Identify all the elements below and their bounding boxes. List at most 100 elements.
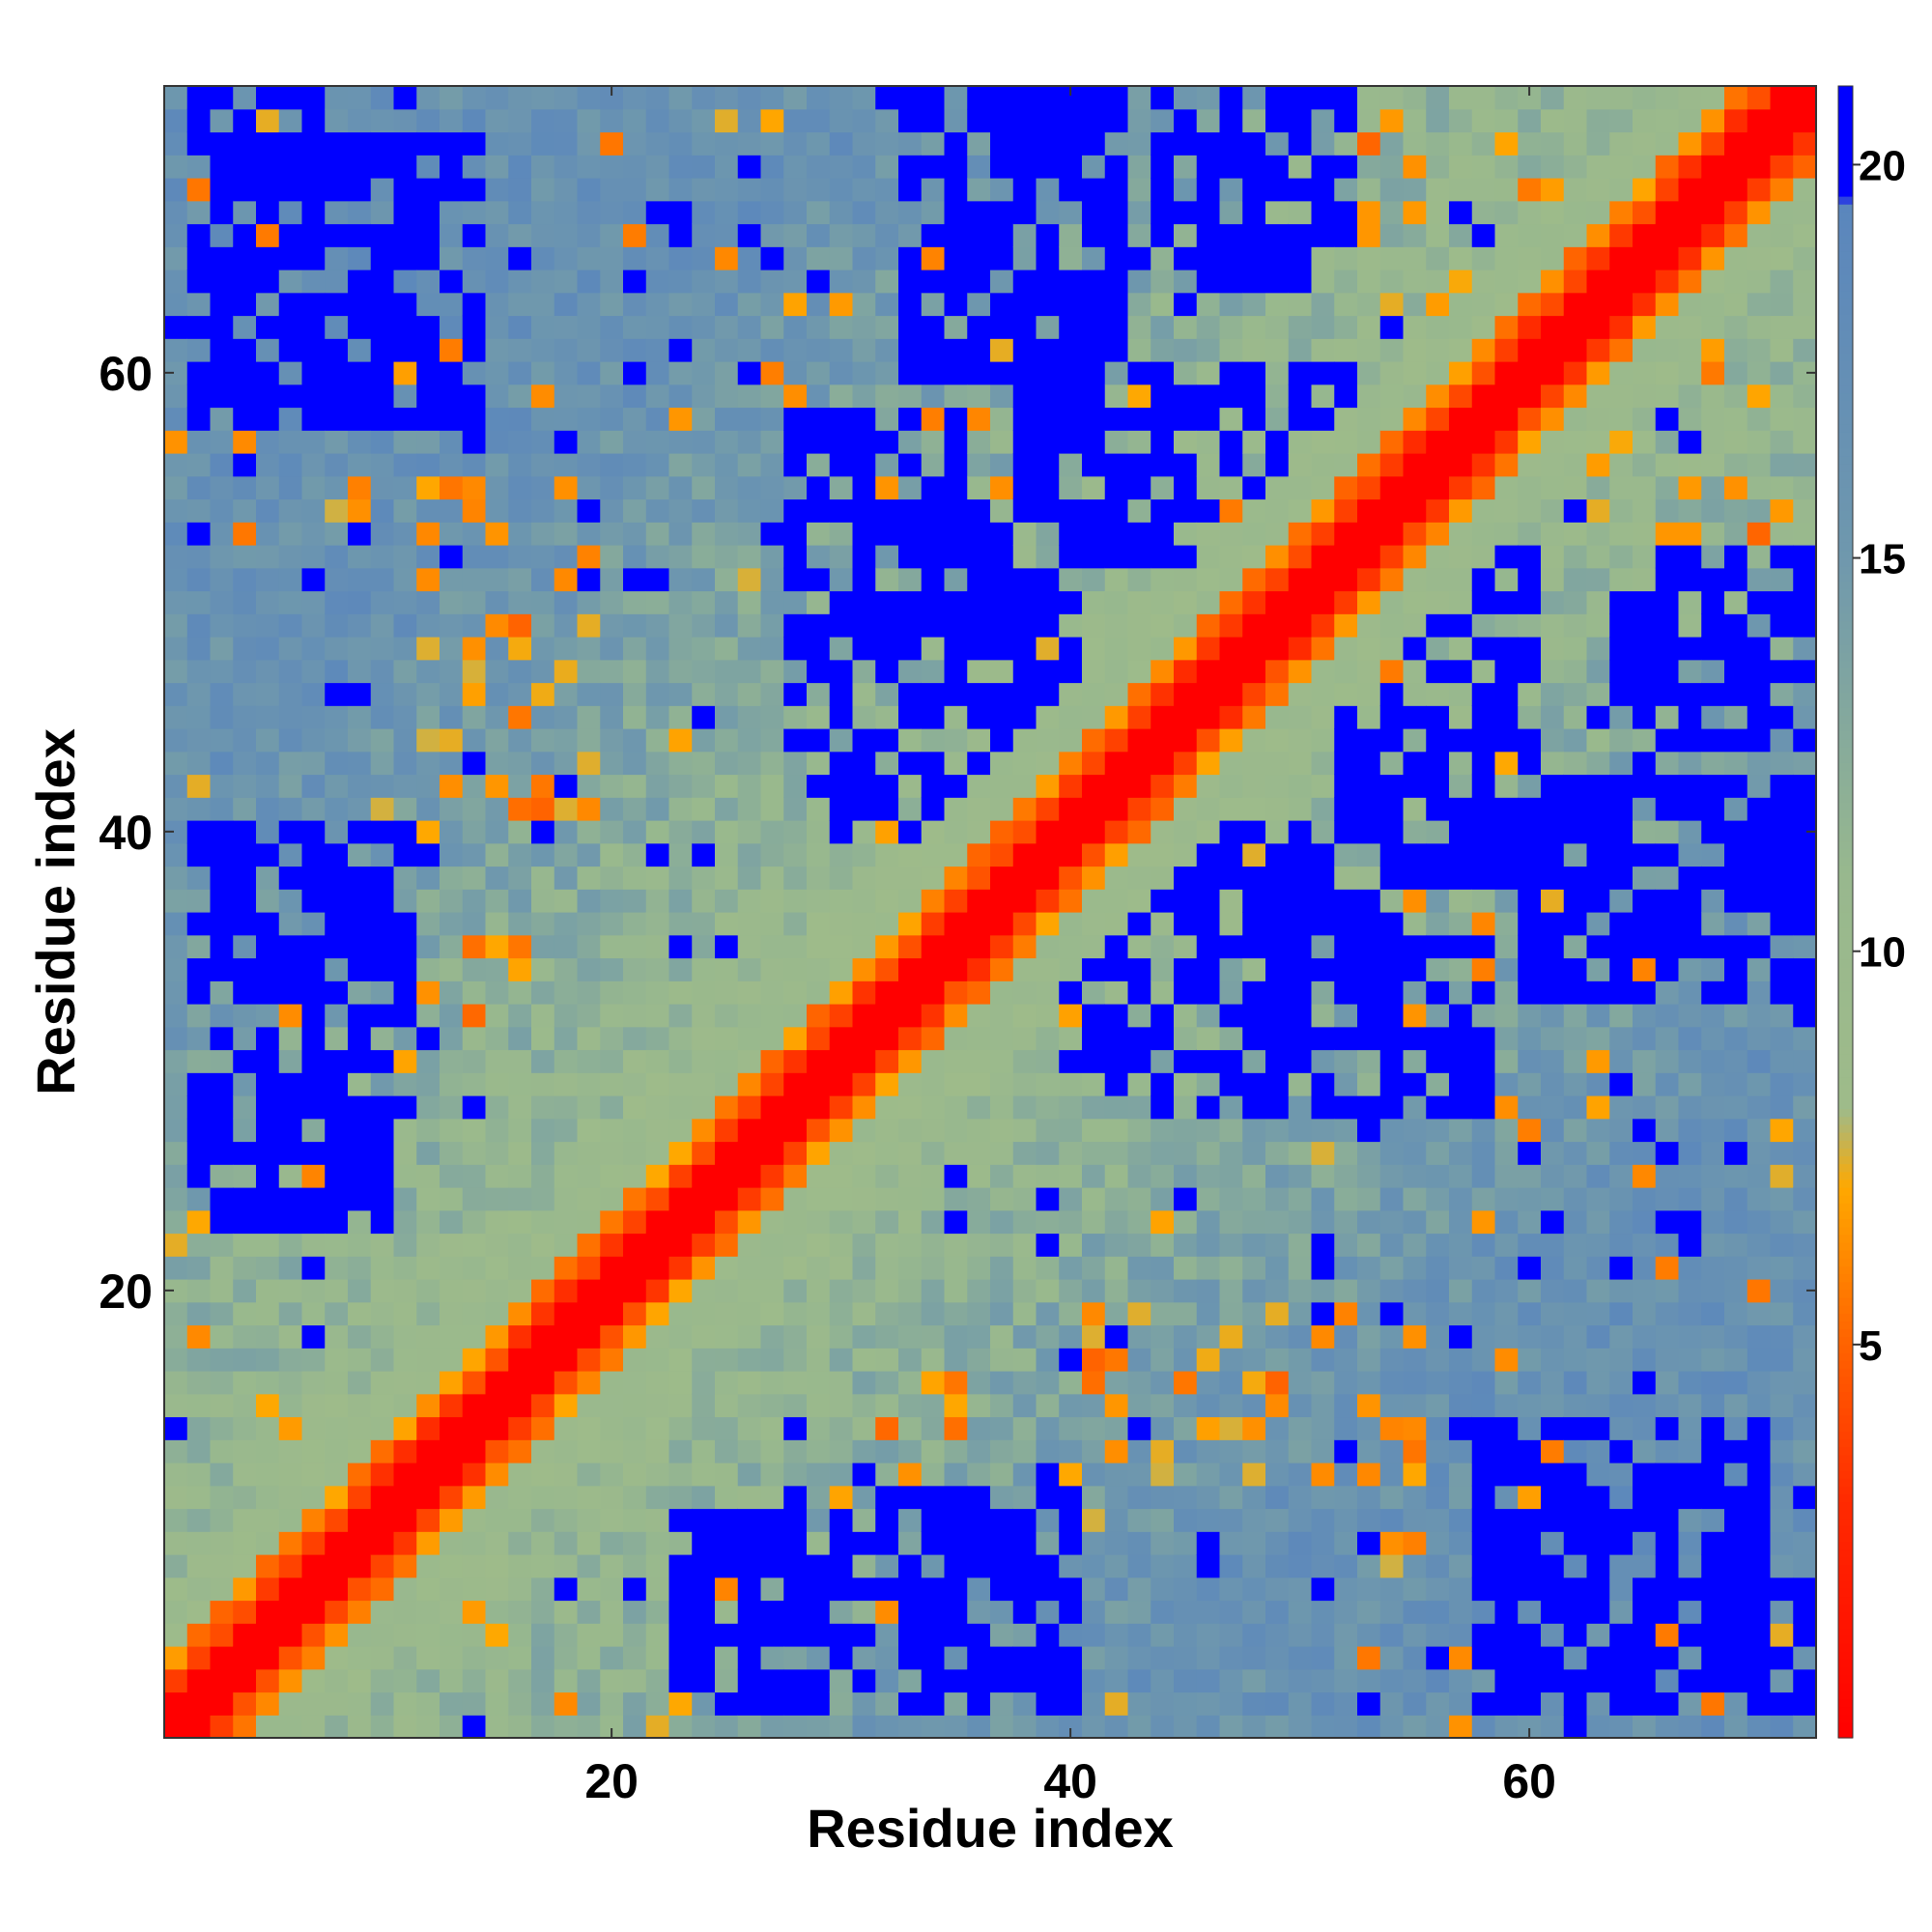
heatmap-cell: [645, 1371, 670, 1395]
heatmap-cell: [1334, 1531, 1358, 1555]
heatmap-cell: [737, 1256, 762, 1280]
heatmap-cell: [692, 1508, 716, 1532]
heatmap-cell: [1012, 1324, 1037, 1349]
heatmap-cell: [1104, 1439, 1129, 1463]
heatmap-cell: [783, 1026, 808, 1051]
heatmap-cell: [1082, 315, 1106, 339]
heatmap-cell: [668, 384, 693, 409]
heatmap-cell: [577, 1118, 601, 1143]
heatmap-cell: [1494, 567, 1519, 592]
heatmap-cell: [1242, 613, 1266, 638]
heatmap-cell: [1471, 131, 1496, 156]
heatmap-cell: [737, 1279, 762, 1303]
heatmap-cell: [1655, 659, 1680, 684]
heatmap-cell: [807, 774, 831, 798]
heatmap-cell: [164, 155, 188, 179]
heatmap-cell: [1586, 1209, 1610, 1235]
heatmap-cell: [852, 1371, 876, 1395]
heatmap-cell: [1494, 292, 1519, 317]
heatmap-cell: [1379, 86, 1405, 110]
heatmap-cell: [737, 797, 762, 821]
heatmap-cell: [1724, 270, 1748, 294]
heatmap-cell: [967, 1324, 991, 1349]
heatmap-cell: [715, 590, 739, 614]
heatmap-cell: [1609, 1691, 1634, 1716]
heatmap-cell: [1449, 1531, 1473, 1555]
heatmap-cell: [1586, 957, 1610, 981]
heatmap-cell: [715, 1233, 739, 1257]
heatmap-cell: [210, 108, 234, 133]
heatmap-cell: [164, 475, 188, 500]
heatmap-cell: [1012, 338, 1037, 362]
heatmap-cell: [1357, 1072, 1381, 1096]
heatmap-cell: [1311, 820, 1335, 844]
heatmap-cell: [1701, 1531, 1725, 1555]
heatmap-cell: [531, 1691, 555, 1716]
heatmap-cell: [278, 842, 303, 867]
heatmap-cell: [1586, 797, 1610, 821]
heatmap-cell: [1012, 1554, 1037, 1578]
heatmap-cell: [233, 453, 257, 477]
heatmap-cell: [1563, 1004, 1588, 1028]
heatmap-cell: [692, 1049, 716, 1073]
heatmap-cell: [1012, 567, 1037, 592]
heatmap-cell: [692, 200, 716, 225]
heatmap-cell: [370, 1256, 395, 1280]
heatmap-cell: [1724, 545, 1748, 569]
heatmap-cell: [1288, 1439, 1313, 1463]
heatmap-cell: [1288, 1531, 1313, 1555]
heatmap-cell: [554, 774, 579, 798]
heatmap-cell: [485, 108, 509, 133]
heatmap-cell: [1059, 751, 1083, 776]
heatmap-cell: [393, 1393, 417, 1418]
heatmap-cell: [944, 1348, 968, 1372]
heatmap-cell: [783, 957, 808, 981]
heatmap-cell: [370, 1691, 395, 1716]
heatmap-cell: [1379, 613, 1405, 638]
heatmap-cell: [1379, 682, 1405, 706]
heatmap-cell: [783, 866, 808, 890]
heatmap-cell: [1104, 1691, 1129, 1716]
heatmap-cell: [508, 108, 532, 133]
heatmap-cell: [1311, 1049, 1335, 1073]
heatmap-cell: [1471, 1508, 1496, 1532]
heatmap-cell: [1586, 1095, 1610, 1120]
heatmap-cell: [623, 223, 647, 247]
heatmap-cell: [554, 1256, 579, 1280]
heatmap-cell: [531, 545, 555, 569]
heatmap-cell: [577, 590, 601, 614]
heatmap-cell: [1633, 682, 1657, 706]
heatmap-cell: [1701, 659, 1725, 684]
heatmap-cell: [623, 705, 647, 729]
heatmap-cell: [1403, 774, 1427, 798]
heatmap-cell: [783, 338, 808, 362]
heatmap-cell: [1334, 338, 1358, 362]
heatmap-cell: [1563, 430, 1588, 454]
heatmap-cell: [760, 682, 784, 706]
heatmap-cell: [485, 957, 509, 981]
heatmap-cell: [1633, 1623, 1657, 1647]
heatmap-cell: [370, 475, 395, 500]
heatmap-cell: [898, 1371, 923, 1395]
heatmap-cell: [348, 1279, 372, 1303]
heatmap-cell: [692, 1668, 716, 1693]
heatmap-cell: [1082, 1348, 1106, 1372]
heatmap-cell: [1082, 934, 1106, 959]
heatmap-cell: [462, 1715, 487, 1739]
heatmap-cell: [1403, 430, 1427, 454]
heatmap-cell: [1449, 1439, 1473, 1463]
heatmap-cell: [1242, 407, 1266, 431]
heatmap-cell: [1494, 155, 1519, 179]
heatmap-cell: [1426, 1531, 1450, 1555]
heatmap-cell: [737, 1715, 762, 1739]
heatmap-cell: [416, 1072, 440, 1096]
heatmap-cell: [692, 270, 716, 294]
heatmap-cell: [1609, 1164, 1634, 1188]
heatmap-cell: [1426, 1209, 1450, 1235]
heatmap-cell: [1151, 86, 1175, 110]
heatmap-cell: [875, 842, 899, 867]
heatmap-cell: [829, 866, 854, 890]
heatmap-cell: [1196, 1301, 1221, 1326]
heatmap-cell: [944, 361, 968, 385]
heatmap-cell: [348, 155, 372, 179]
